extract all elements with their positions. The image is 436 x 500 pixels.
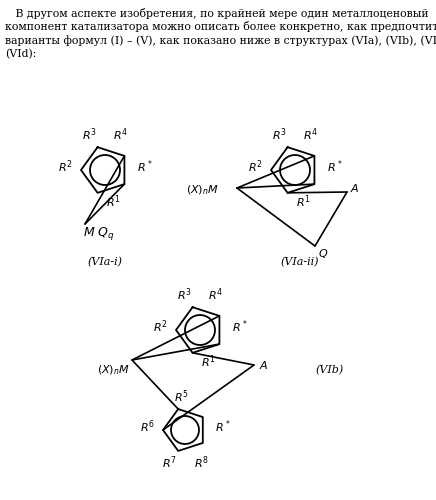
Text: $R^3$: $R^3$ [177, 286, 191, 304]
Text: $A$: $A$ [350, 182, 360, 194]
Text: $Q$: $Q$ [318, 248, 328, 260]
Text: $M\ Q_q$: $M\ Q_q$ [83, 226, 115, 242]
Text: $R^7$: $R^7$ [162, 454, 177, 471]
Text: (VIb): (VIb) [316, 365, 344, 375]
Text: $A$: $A$ [259, 359, 269, 371]
Text: варианты формул (I) – (V), как показано ниже в структурах (VIa), (VIb), (VIc) и: варианты формул (I) – (V), как показано … [5, 35, 436, 46]
Text: $R^2$: $R^2$ [153, 318, 167, 336]
Text: $(X)_nM$: $(X)_nM$ [186, 183, 219, 197]
Text: $R^2$: $R^2$ [248, 158, 262, 176]
Text: $R^4$: $R^4$ [303, 126, 319, 144]
Text: $R^1$: $R^1$ [201, 354, 215, 370]
Text: $R^*$: $R^*$ [327, 158, 343, 176]
Text: (VIa-i): (VIa-i) [88, 257, 123, 267]
Text: $R^8$: $R^8$ [194, 454, 208, 471]
Text: $R^6$: $R^6$ [140, 418, 154, 436]
Text: $R^*$: $R^*$ [137, 158, 153, 176]
Text: $R^5$: $R^5$ [174, 388, 188, 406]
Text: $(X)_nM$: $(X)_nM$ [97, 363, 130, 377]
Text: $R^*$: $R^*$ [215, 418, 231, 436]
Text: $R^3$: $R^3$ [272, 126, 286, 144]
Text: $R^2$: $R^2$ [58, 158, 72, 176]
Text: (VId):: (VId): [5, 48, 36, 59]
Text: $R^1$: $R^1$ [296, 194, 310, 210]
Text: $R^4$: $R^4$ [113, 126, 129, 144]
Text: $R^*$: $R^*$ [232, 318, 248, 336]
Text: компонент катализатора можно описать более конкретно, как предпочтительные: компонент катализатора можно описать бол… [5, 22, 436, 32]
Text: (VIa-ii): (VIa-ii) [281, 257, 319, 267]
Text: $R^1$: $R^1$ [106, 194, 120, 210]
Text: $R^4$: $R^4$ [208, 286, 224, 304]
Text: $R^3$: $R^3$ [82, 126, 96, 144]
Text: В другом аспекте изобретения, по крайней мере один металлоценовый: В другом аспекте изобретения, по крайней… [5, 8, 429, 19]
